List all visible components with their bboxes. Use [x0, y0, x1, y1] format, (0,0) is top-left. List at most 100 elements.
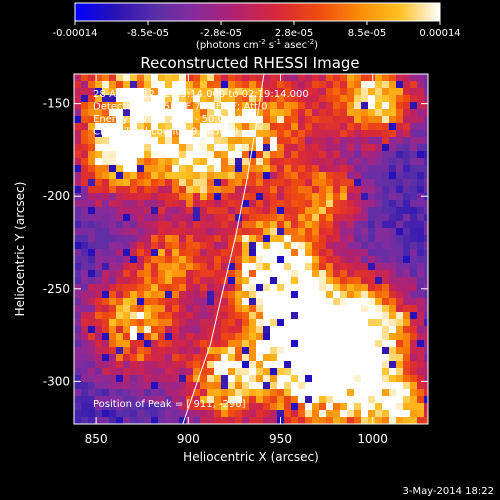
heatmap-cell	[123, 186, 131, 194]
heatmap-cell	[354, 389, 362, 397]
heatmap-cell	[207, 165, 215, 173]
heatmap-cell	[130, 123, 138, 131]
heatmap-cell	[305, 228, 313, 236]
heatmap-cell	[102, 186, 110, 194]
heatmap-cell	[368, 228, 376, 236]
heatmap-cell	[109, 312, 117, 320]
heatmap-cell	[109, 347, 117, 355]
heatmap-cell	[291, 361, 299, 369]
heatmap-cell	[186, 354, 194, 362]
heatmap-cell	[130, 256, 138, 264]
heatmap-cell	[277, 179, 285, 187]
heatmap-cell	[396, 235, 404, 243]
solar-limb-line	[182, 74, 265, 424]
heatmap-cell	[186, 221, 194, 229]
heatmap-cell	[347, 116, 355, 124]
heatmap-cell	[284, 109, 292, 117]
heatmap-cell	[361, 305, 369, 313]
heatmap-cell	[137, 403, 145, 411]
heatmap-cell	[396, 312, 404, 320]
heatmap-cell	[186, 81, 194, 89]
heatmap-cell	[312, 179, 320, 187]
heatmap-cell	[368, 137, 376, 145]
heatmap-cell	[81, 326, 89, 334]
heatmap-cell	[228, 81, 236, 89]
heatmap-cell	[95, 95, 103, 103]
heatmap-cell	[109, 256, 117, 264]
heatmap-cell	[95, 375, 103, 383]
heatmap-cell	[158, 186, 166, 194]
heatmap-cell	[235, 221, 243, 229]
heatmap-cell	[333, 347, 341, 355]
heatmap-cell	[102, 95, 110, 103]
heatmap-cell	[165, 242, 173, 250]
heatmap-cell	[340, 263, 348, 271]
heatmap-cell	[95, 172, 103, 180]
heatmap-cell	[109, 130, 117, 138]
heatmap-cell	[389, 319, 397, 327]
heatmap-cell	[263, 242, 271, 250]
heatmap-cell	[151, 228, 159, 236]
heatmap-cell	[235, 326, 243, 334]
heatmap-cell	[81, 200, 89, 208]
heatmap-cell	[228, 361, 236, 369]
heatmap-cell	[368, 95, 376, 103]
heatmap-cell	[179, 179, 187, 187]
heatmap-cell	[102, 151, 110, 159]
heatmap-cell	[417, 396, 425, 404]
heatmap-cell	[312, 368, 320, 376]
heatmap-cell	[319, 200, 327, 208]
heatmap-cell	[130, 116, 138, 124]
heatmap-cell	[242, 74, 250, 82]
heatmap-cell	[403, 312, 411, 320]
heatmap-cell	[242, 95, 250, 103]
heatmap-cell	[172, 270, 180, 278]
heatmap-cell	[305, 179, 313, 187]
heatmap-cell	[284, 200, 292, 208]
heatmap-cell	[235, 396, 243, 404]
heatmap-cell	[424, 256, 428, 264]
heatmap-cell	[382, 221, 390, 229]
heatmap-cell	[130, 417, 138, 424]
heatmap-cell	[221, 242, 229, 250]
heatmap-cell	[130, 382, 138, 390]
heatmap-cell	[284, 403, 292, 411]
heatmap-cell	[172, 228, 180, 236]
heatmap-cell	[298, 200, 306, 208]
heatmap-cell	[151, 235, 159, 243]
heatmap-cell	[249, 326, 257, 334]
heatmap-cell	[291, 403, 299, 411]
heatmap-cell	[368, 242, 376, 250]
heatmap-cell	[361, 375, 369, 383]
heatmap-cell	[200, 340, 208, 348]
heatmap-cell	[277, 361, 285, 369]
heatmap-cell	[214, 172, 222, 180]
heatmap-cell	[207, 109, 215, 117]
heatmap-cell	[186, 263, 194, 271]
heatmap-cell	[312, 284, 320, 292]
heatmap-cell	[137, 270, 145, 278]
heatmap-cell	[228, 228, 236, 236]
heatmap-cell	[354, 312, 362, 320]
heatmap-cell	[186, 228, 194, 236]
heatmap-cell	[277, 221, 285, 229]
heatmap-cell	[347, 123, 355, 131]
heatmap-cell	[256, 102, 264, 110]
heatmap-cell	[193, 375, 201, 383]
heatmap-cell	[389, 158, 397, 166]
heatmap-cell	[116, 235, 124, 243]
heatmap-cell	[270, 396, 278, 404]
heatmap-cell	[270, 228, 278, 236]
heatmap-cell	[340, 109, 348, 117]
heatmap-cell	[326, 137, 334, 145]
heatmap-cell	[298, 298, 306, 306]
heatmap-cell	[144, 298, 152, 306]
heatmap-cell	[396, 74, 404, 82]
heatmap-cell	[333, 284, 341, 292]
heatmap-cell	[193, 102, 201, 110]
heatmap-cell	[326, 410, 334, 418]
heatmap-cell	[151, 165, 159, 173]
heatmap-cell	[102, 207, 110, 215]
heatmap-cell	[403, 249, 411, 257]
heatmap-cell	[389, 81, 397, 89]
